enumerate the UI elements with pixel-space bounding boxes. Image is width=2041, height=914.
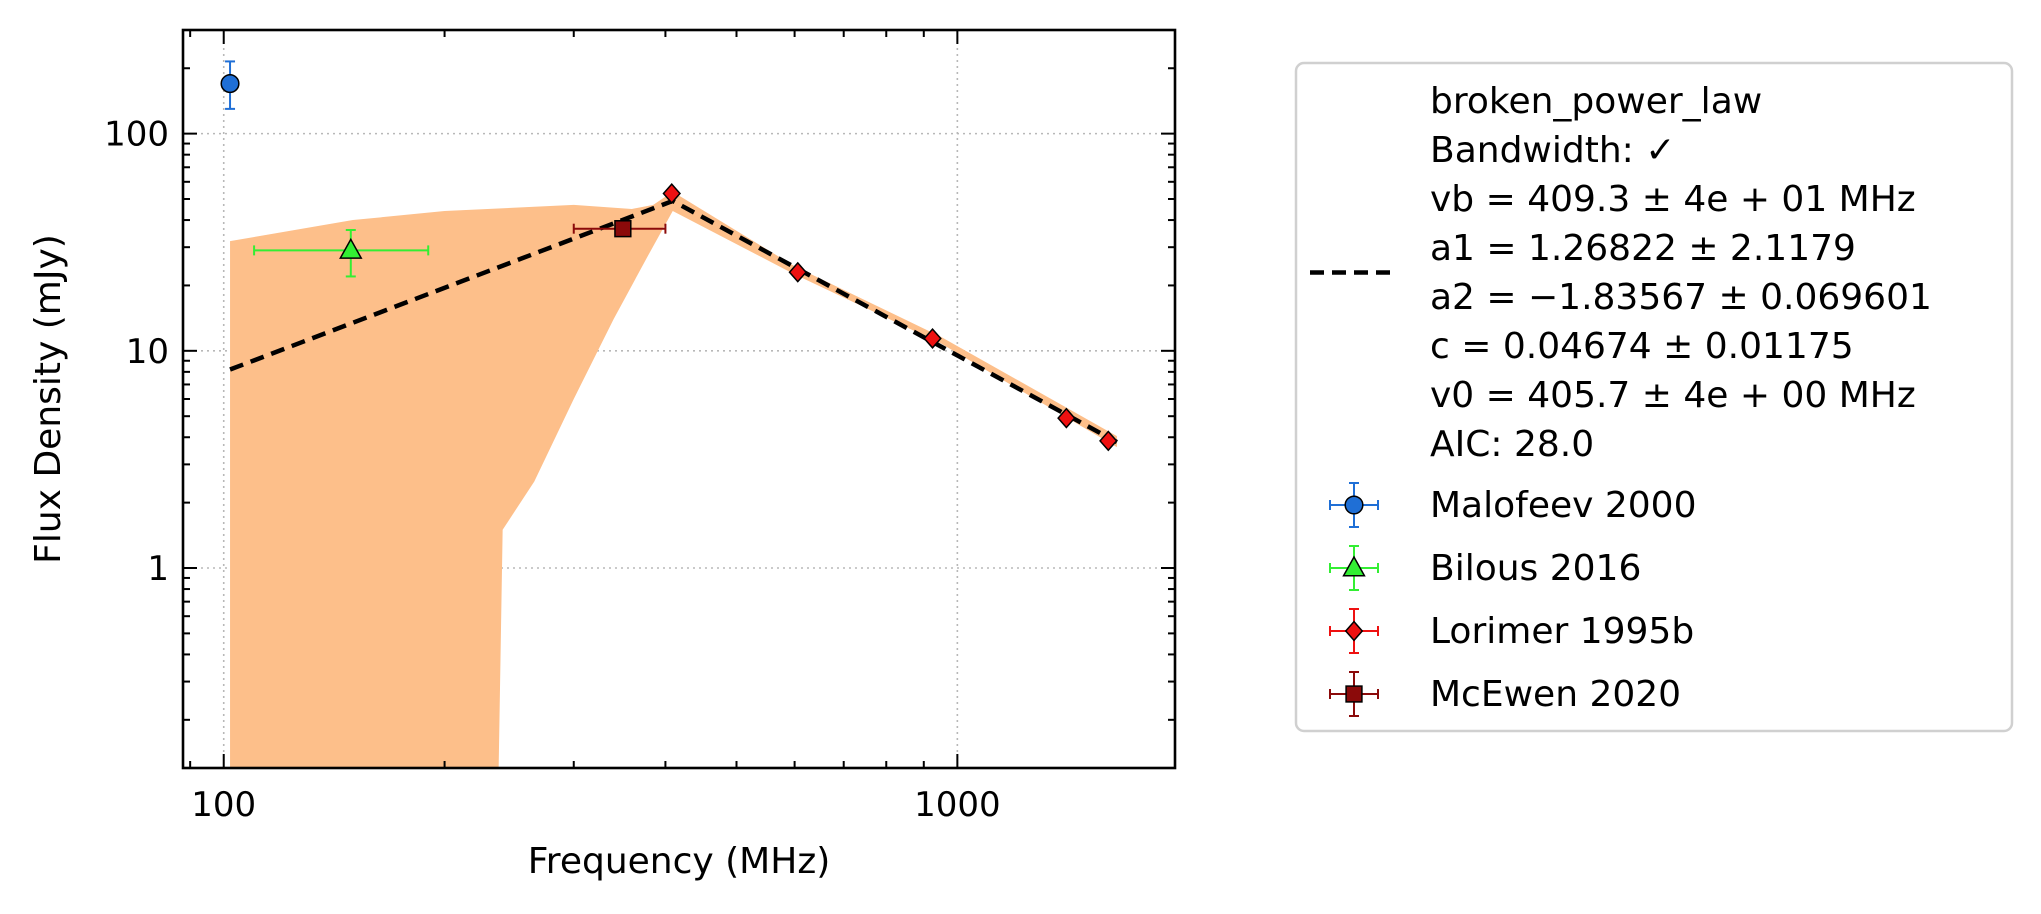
points-layer [220,60,1118,452]
legend: broken_power_law Bandwidth: ✓ vb = 409.3 ±… [1294,61,2014,733]
legend-fit-text-line: c = 0.04674 ± 0.01175 [1430,326,1854,367]
band-layer [230,191,1117,768]
x-axis-label: Frequency (MHz) [528,841,831,882]
legend-fit-text-line: broken_power_law [1430,81,1762,122]
y-tick-label: 10 [126,332,169,372]
legend-diamond-marker [1344,620,1364,642]
data-point-bilous-2016 [253,228,430,278]
legend-fit-text-line: AIC: 28.0 [1430,424,1594,465]
legend-entry-bilous-2016: Bilous 2016 [1329,545,1641,591]
legend-circle-marker [1344,495,1364,515]
y-tick-label: 1 [147,549,169,589]
x-tick-label: 1000 [914,785,1001,825]
legend-fit-text-line: vb = 409.3 ± 4e + 01 MHz [1430,179,1916,220]
legend-box [1294,61,2014,733]
diamond-marker [923,327,942,349]
legend-series-label: Bilous 2016 [1430,548,1641,589]
legend-square-marker [1345,685,1363,703]
data-point-lorimer-1995b [923,327,942,349]
data-point-lorimer-1995b [788,261,808,283]
data-point-lorimer-1995b [1057,407,1076,429]
legend-series-label: Lorimer 1995b [1430,611,1694,652]
data-point-mcewen-2020 [572,220,667,238]
axes-layer: 100 1000 1 10 100 [104,28,1177,825]
legend-fit-text-line: a2 = −1.83567 ± 0.069601 [1430,277,1932,318]
diamond-marker [662,183,681,204]
legend-entry-mcewen-2020: McEwen 2020 [1329,671,1681,717]
triangle-marker [339,237,363,259]
legend-series-label: Malofeev 2000 [1430,485,1696,526]
data-point-lorimer-1995b [662,183,681,204]
diamond-marker [1057,407,1076,429]
x-tick-label: 100 [191,785,256,825]
legend-triangle-marker [1342,555,1366,577]
legend-fit-text-line: v0 = 405.7 ± 4e + 00 MHz [1430,375,1916,416]
legend-fit-text-line: Bandwidth: ✓ [1430,130,1675,171]
data-point-lorimer-1995b [1099,430,1118,452]
diamond-marker [1099,430,1118,452]
fit-uncertainty-band [230,191,1117,768]
y-axis-label: Flux Density (mJy) [28,234,69,564]
legend-entry-lorimer-1995b: Lorimer 1995b [1329,608,1694,654]
legend-entry-malofeev-2000: Malofeev 2000 [1329,482,1696,528]
y-tick-label: 100 [104,115,169,155]
circle-marker [220,74,240,94]
diamond-marker [788,261,808,283]
legend-series-label: McEwen 2020 [1430,674,1681,715]
legend-fit-text-line: a1 = 1.26822 ± 2.1179 [1430,228,1856,269]
square-marker [614,220,632,238]
data-point-malofeev-2000 [220,60,240,110]
